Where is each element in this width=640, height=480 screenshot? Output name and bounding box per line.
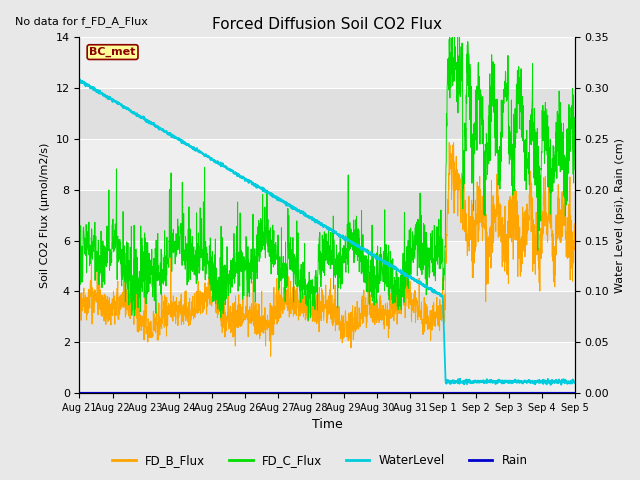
Title: Forced Diffusion Soil CO2 Flux: Forced Diffusion Soil CO2 Flux	[212, 17, 442, 32]
Y-axis label: Soil CO2 Flux (μmol/m2/s): Soil CO2 Flux (μmol/m2/s)	[40, 143, 50, 288]
Legend: FD_B_Flux, FD_C_Flux, WaterLevel, Rain: FD_B_Flux, FD_C_Flux, WaterLevel, Rain	[108, 449, 532, 472]
Y-axis label: Water Level (psi), Rain (cm): Water Level (psi), Rain (cm)	[615, 138, 625, 293]
Bar	[79, 139, 575, 190]
Text: No data for f_FD_A_Flux: No data for f_FD_A_Flux	[15, 16, 148, 27]
Bar	[79, 240, 575, 291]
Text: BC_met: BC_met	[90, 47, 136, 57]
X-axis label: Time: Time	[312, 419, 342, 432]
Bar	[79, 37, 575, 88]
Bar	[79, 342, 575, 393]
